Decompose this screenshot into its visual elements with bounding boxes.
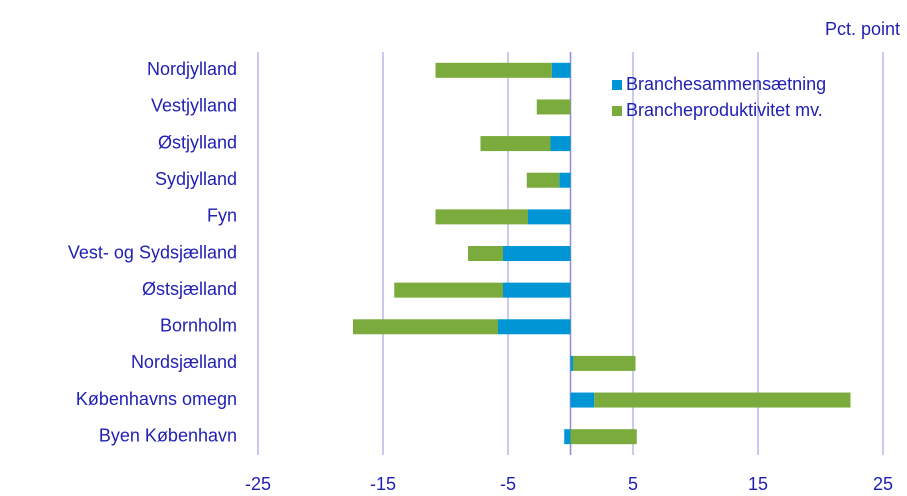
bar-segment: [353, 319, 498, 335]
bar-segment: [498, 319, 571, 335]
x-tick-label: -25: [245, 474, 271, 494]
legend-swatch: [612, 80, 622, 90]
bar-segment: [435, 62, 552, 78]
y-tick-label: Nordsjælland: [131, 352, 237, 372]
bar-segment: [570, 355, 573, 371]
x-tick-label: -5: [500, 474, 516, 494]
y-tick-label: Bornholm: [160, 316, 237, 336]
y-tick-label: Vestjylland: [151, 96, 237, 116]
y-tick-label: Østsjælland: [142, 279, 237, 299]
bar-segment: [503, 246, 571, 261]
y-tick-label: Østjylland: [158, 132, 237, 152]
bar-segment: [435, 209, 528, 225]
legend-label: Branchesammensætning: [626, 74, 826, 94]
bar-segment: [564, 429, 571, 445]
bar-segment: [594, 392, 851, 408]
y-tick-label: Fyn: [207, 206, 237, 226]
bar-segment: [570, 429, 637, 445]
bar-segment: [503, 282, 571, 298]
bar-segment: [526, 172, 560, 188]
axis-unit-label: Pct. point: [825, 19, 900, 39]
bar-segment: [394, 282, 503, 298]
legend-swatch: [612, 106, 622, 116]
x-tick-label: 5: [628, 474, 638, 494]
y-tick-label: Byen København: [99, 425, 237, 445]
bar-segment: [468, 246, 503, 261]
x-tick-label: -15: [370, 474, 396, 494]
bar-segment: [559, 172, 571, 188]
y-tick-label: Nordjylland: [147, 59, 237, 79]
x-tick-label: 25: [873, 474, 893, 494]
bar-segment: [480, 136, 551, 152]
y-tick-label: Sydjylland: [155, 169, 237, 189]
y-tick-label: Københavns omegn: [76, 389, 237, 409]
legend-label: Brancheproduktivitet mv.: [626, 100, 823, 120]
bar-segment: [573, 355, 636, 371]
y-tick-label: Vest- og Sydsjælland: [68, 242, 237, 262]
bar-segment: [551, 62, 571, 78]
bar-segment: [550, 136, 571, 152]
x-tick-label: 15: [748, 474, 768, 494]
bar-segment: [528, 209, 571, 225]
bar-segment: [570, 392, 595, 408]
bar-segment: [536, 99, 571, 115]
